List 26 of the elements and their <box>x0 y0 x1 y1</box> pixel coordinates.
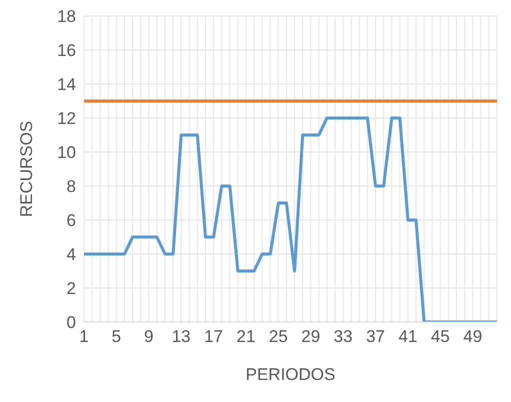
y-tick-label: 16 <box>57 41 76 60</box>
y-tick-label: 12 <box>57 109 76 128</box>
y-tick-label: 8 <box>66 177 76 196</box>
x-axis-title: PERIODOS <box>246 365 336 384</box>
x-tick-label: 17 <box>204 327 224 346</box>
y-tick-label: 2 <box>66 279 76 298</box>
x-tick-label: 33 <box>334 327 353 346</box>
y-tick-label: 14 <box>57 75 76 94</box>
x-tick-label: 25 <box>268 327 288 346</box>
y-tick-label: 0 <box>66 313 76 332</box>
y-tick-label: 4 <box>66 245 76 264</box>
x-tick-label: 29 <box>301 327 320 346</box>
y-tick-label: 18 <box>57 7 76 26</box>
x-tick-label: 41 <box>398 327 418 346</box>
y-tick-label: 6 <box>66 211 76 230</box>
x-tick-label: 1 <box>79 327 89 346</box>
x-tick-label: 49 <box>463 327 482 346</box>
x-tick-label: 21 <box>236 327 256 346</box>
y-tick-label: 10 <box>57 143 76 162</box>
y-axis-title: RECURSOS <box>17 120 36 218</box>
x-tick-label: 13 <box>172 327 191 346</box>
x-tick-label: 45 <box>430 327 450 346</box>
x-tick-label: 9 <box>144 327 154 346</box>
x-tick-label: 37 <box>366 327 385 346</box>
x-tick-label: 5 <box>112 327 122 346</box>
line-series <box>82 116 498 322</box>
